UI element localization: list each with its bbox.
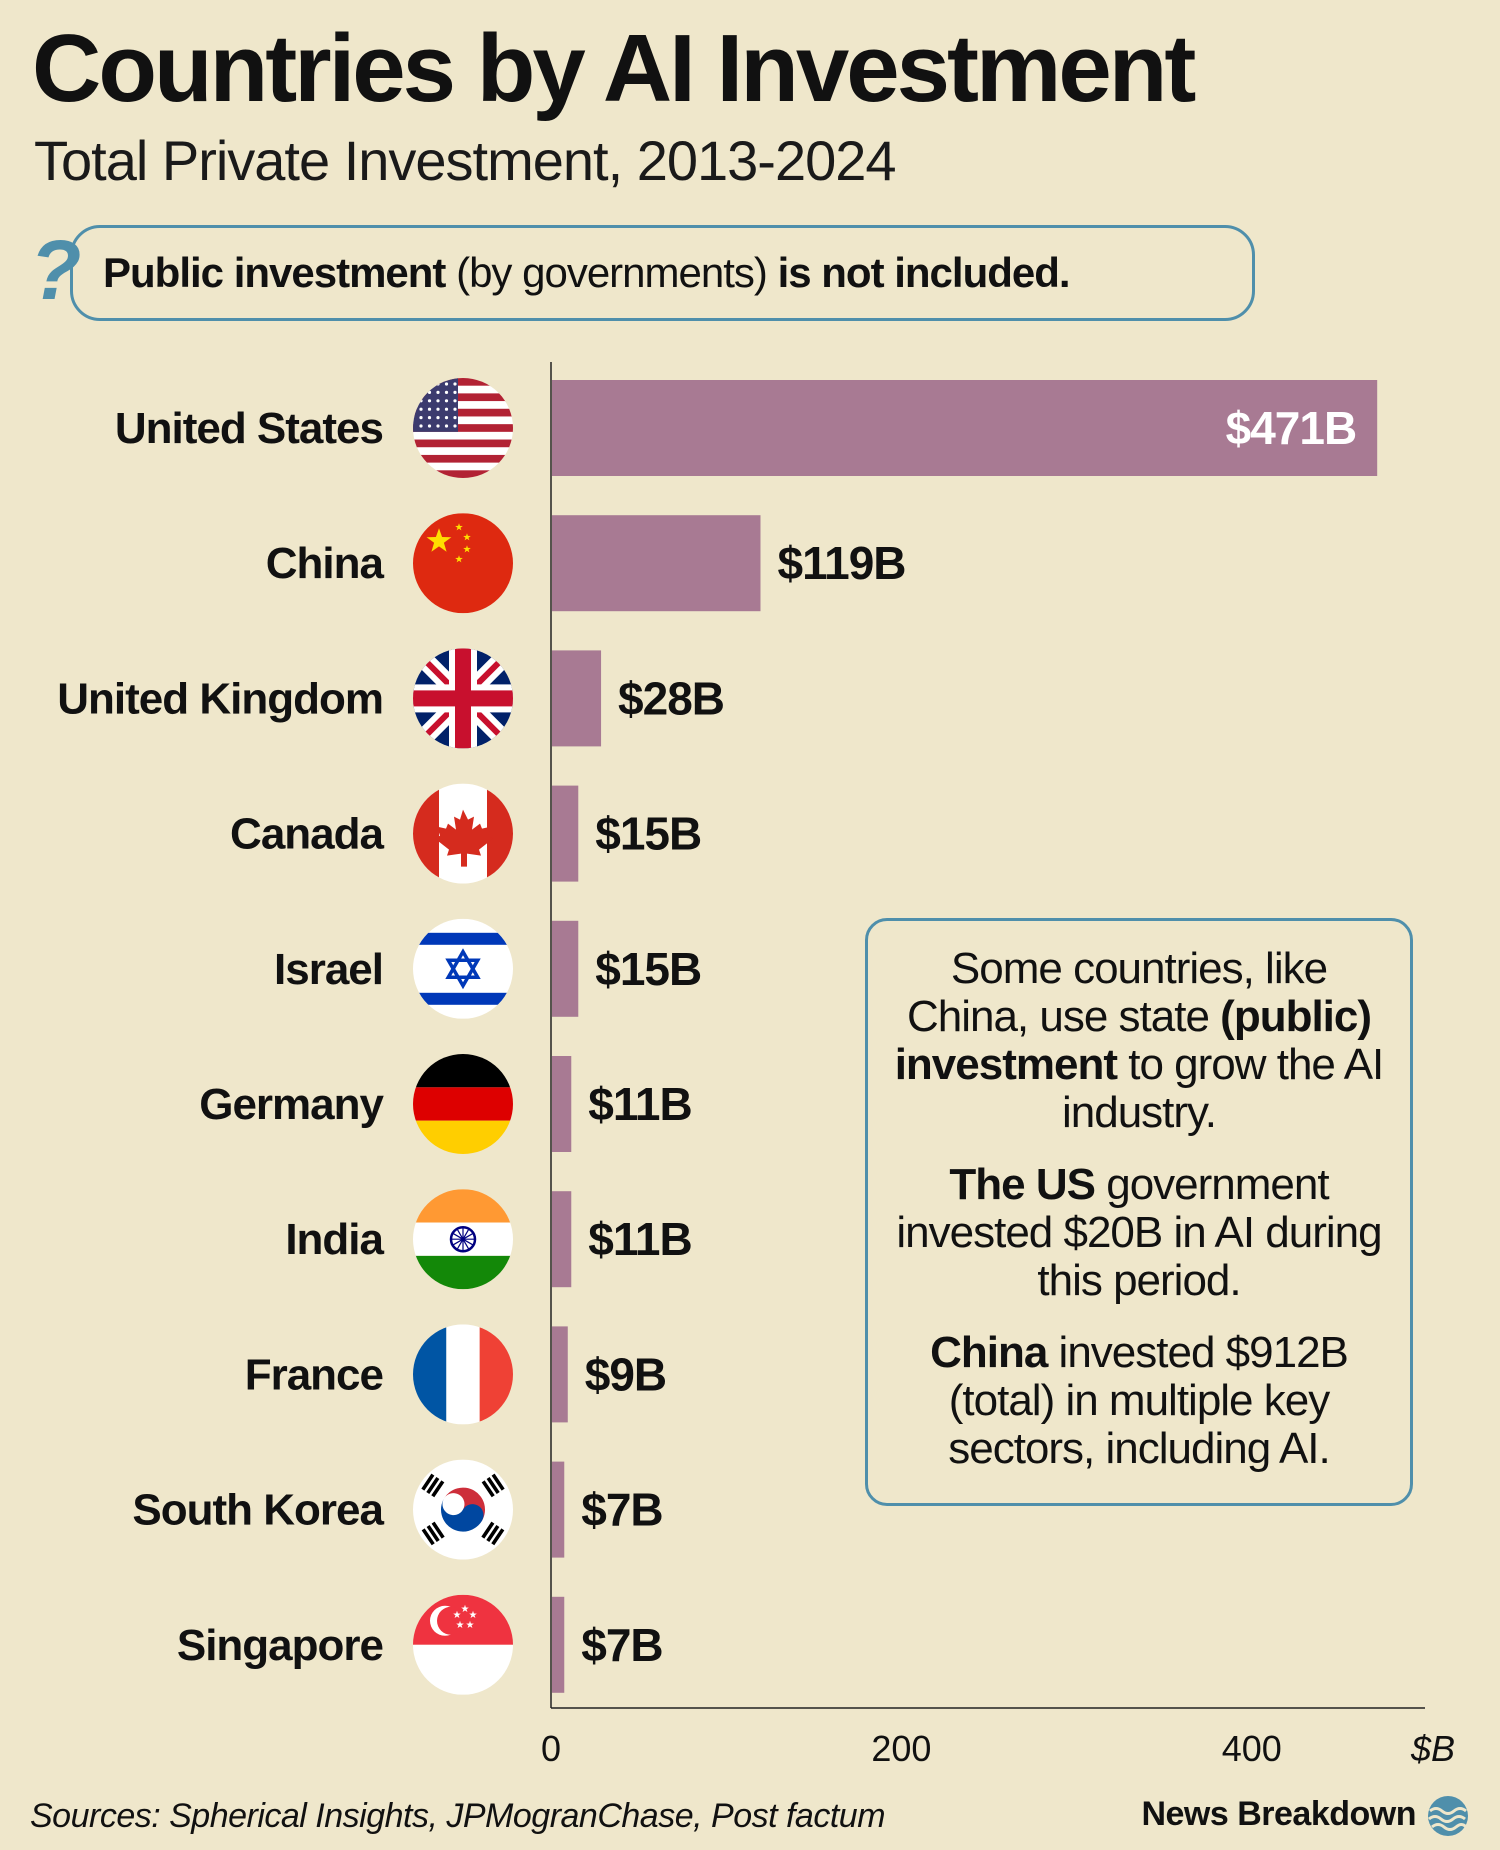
country-label: Germany <box>199 1080 384 1129</box>
waves-globe-icon <box>1428 1796 1468 1836</box>
value-label: $15B <box>595 943 701 995</box>
value-label: $471B <box>1226 402 1357 454</box>
value-label: $9B <box>585 1348 666 1400</box>
value-label: $7B <box>581 1619 662 1671</box>
brand-name: News Breakdown <box>1141 1795 1416 1833</box>
bar <box>552 515 761 612</box>
country-label: South Korea <box>132 1486 384 1535</box>
china-flag-icon <box>413 513 513 614</box>
bar <box>552 1326 568 1423</box>
x-tick-label: 0 <box>541 1728 561 1769</box>
x-unit-label: $B <box>1410 1728 1455 1769</box>
canada-flag-icon <box>413 783 513 884</box>
israel-flag-icon <box>413 918 513 1019</box>
value-label: $15B <box>595 808 701 860</box>
bar <box>552 785 579 882</box>
country-label: United States <box>115 404 383 453</box>
bar <box>552 1056 572 1152</box>
value-label: $28B <box>618 672 724 724</box>
france-flag-icon <box>413 1324 513 1425</box>
country-label: India <box>285 1215 384 1264</box>
country-label: China <box>266 539 385 588</box>
x-tick-label: 200 <box>871 1728 931 1769</box>
note-normal: (by governments) <box>445 249 778 296</box>
singapore-flag-icon <box>413 1594 513 1695</box>
country-label: Singapore <box>177 1621 383 1670</box>
bar <box>552 380 1378 476</box>
bar <box>552 1596 565 1693</box>
note-box: Public investment (by governments) is no… <box>70 225 1255 321</box>
south-korea-flag-icon <box>413 1459 513 1560</box>
bar-chart: United States $471B China $119B United Kingd… <box>57 362 1455 1769</box>
sources-note: Sources: Spherical Insights, JPMogranCha… <box>30 1797 886 1835</box>
x-tick-label: 400 <box>1222 1728 1282 1769</box>
value-label: $11B <box>588 1078 691 1130</box>
value-label: $119B <box>777 537 905 589</box>
callout-paragraph-3: China invested $912B (total) in multiple… <box>930 1328 1349 1473</box>
india-flag-icon <box>413 1189 513 1290</box>
germany-flag-icon <box>413 1054 513 1154</box>
bar <box>552 920 579 1017</box>
note-bold-2: is not included. <box>777 249 1071 296</box>
bar <box>552 1191 572 1288</box>
country-label: Canada <box>230 810 384 859</box>
page-title: Countries by AI Investment <box>32 15 1196 122</box>
callout-paragraph-2: The US government invested $20B in AI du… <box>896 1160 1382 1305</box>
country-label: France <box>245 1350 383 1399</box>
note-bold-1: Public investment <box>103 249 446 296</box>
value-label: $7B <box>581 1484 662 1536</box>
us-flag-icon <box>413 378 513 478</box>
value-label: $11B <box>588 1213 691 1265</box>
country-label: Israel <box>274 945 383 994</box>
bar <box>552 650 602 747</box>
uk-flag-icon <box>413 648 513 749</box>
country-label: United Kingdom <box>57 674 383 723</box>
bar <box>552 1461 565 1558</box>
callout-box: Some countries, like China, use state (p… <box>865 918 1413 1506</box>
page-subtitle: Total Private Investment, 2013-2024 <box>34 129 897 192</box>
callout-paragraph-1: Some countries, like China, use state (p… <box>894 944 1385 1137</box>
